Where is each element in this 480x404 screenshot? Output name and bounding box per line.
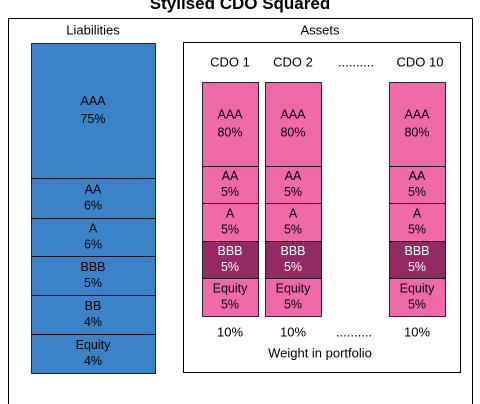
- tranche: [31, 256, 156, 296]
- tranche-pct: 4%: [84, 315, 102, 329]
- tranche-name: AAA: [80, 94, 106, 108]
- tranche-name: BBB: [80, 260, 105, 274]
- tranche-name: AA: [222, 169, 239, 183]
- tranche-pct: 5%: [284, 222, 302, 236]
- tranche-pct: 80%: [280, 125, 305, 139]
- tranche-name: A: [413, 206, 422, 220]
- tranche: [31, 334, 156, 374]
- tranche: [265, 82, 322, 167]
- cdo-weight: 10%: [217, 324, 243, 339]
- tranche-name: A: [289, 206, 298, 220]
- tranche: [389, 278, 446, 317]
- liabilities-label: Liabilities: [66, 22, 120, 37]
- tranche: [265, 203, 322, 242]
- tranche-pct: 5%: [408, 260, 426, 274]
- cdo-name: CDO 10: [397, 54, 444, 69]
- tranche-name: A: [226, 206, 235, 220]
- tranche: [202, 241, 259, 279]
- tranche-pct: 6%: [84, 198, 102, 212]
- tranche-name: AA: [285, 169, 302, 183]
- tranche-pct: 80%: [404, 125, 429, 139]
- weight-ellipsis: ..........: [336, 324, 372, 339]
- tranche-name: AA: [409, 169, 426, 183]
- tranche-name: Equity: [76, 338, 111, 352]
- tranche-pct: 5%: [221, 297, 239, 311]
- tranche: [265, 278, 322, 317]
- tranche: [31, 178, 156, 219]
- weight-label: Weight in portfolio: [268, 345, 372, 360]
- tranche-pct: 5%: [221, 260, 239, 274]
- cdo-weight: 10%: [404, 324, 430, 339]
- tranche-pct: 5%: [284, 260, 302, 274]
- tranche-pct: 5%: [284, 297, 302, 311]
- tranche-pct: 5%: [284, 185, 302, 199]
- tranche: [265, 166, 322, 204]
- tranche-name: BBB: [217, 244, 242, 258]
- tranche-name: A: [89, 221, 98, 235]
- tranche: [265, 241, 322, 279]
- tranche-name: AAA: [404, 107, 430, 121]
- tranche-pct: 5%: [408, 297, 426, 311]
- tranche: [31, 43, 156, 179]
- tranche-pct: 80%: [217, 125, 242, 139]
- tranche: [389, 166, 446, 204]
- tranche-name: BBB: [404, 244, 429, 258]
- tranche: [202, 166, 259, 204]
- tranche: [31, 295, 156, 335]
- tranche-pct: 75%: [80, 112, 105, 126]
- tranche: [202, 203, 259, 242]
- assets-box: [183, 42, 461, 373]
- cdo-name: CDO 1: [210, 54, 250, 69]
- cdo-weight: 10%: [280, 324, 306, 339]
- tranche: [202, 278, 259, 317]
- tranche: [389, 203, 446, 242]
- header-ellipsis: ..........: [338, 54, 374, 69]
- assets-label: Assets: [300, 22, 340, 37]
- title: Stylised CDO Squared: [150, 0, 330, 13]
- tranche-pct: 6%: [84, 237, 102, 251]
- tranche: [31, 218, 156, 257]
- cdo-name: CDO 2: [273, 54, 313, 69]
- tranche-name: Equity: [213, 281, 248, 295]
- tranche-pct: 5%: [408, 185, 426, 199]
- tranche: [202, 82, 259, 167]
- tranche-name: Equity: [276, 281, 311, 295]
- tranche: [389, 241, 446, 279]
- tranche-name: AAA: [280, 107, 306, 121]
- tranche-pct: 5%: [408, 222, 426, 236]
- tranche-name: AA: [85, 182, 102, 196]
- tranche: [389, 82, 446, 167]
- tranche-pct: 5%: [221, 185, 239, 199]
- tranche-name: AAA: [217, 107, 243, 121]
- tranche-name: BB: [85, 299, 102, 313]
- tranche-pct: 5%: [84, 276, 102, 290]
- tranche-name: Equity: [400, 281, 435, 295]
- tranche-pct: 5%: [221, 222, 239, 236]
- tranche-name: BBB: [280, 244, 305, 258]
- tranche-pct: 4%: [84, 354, 102, 368]
- frame: [8, 18, 473, 404]
